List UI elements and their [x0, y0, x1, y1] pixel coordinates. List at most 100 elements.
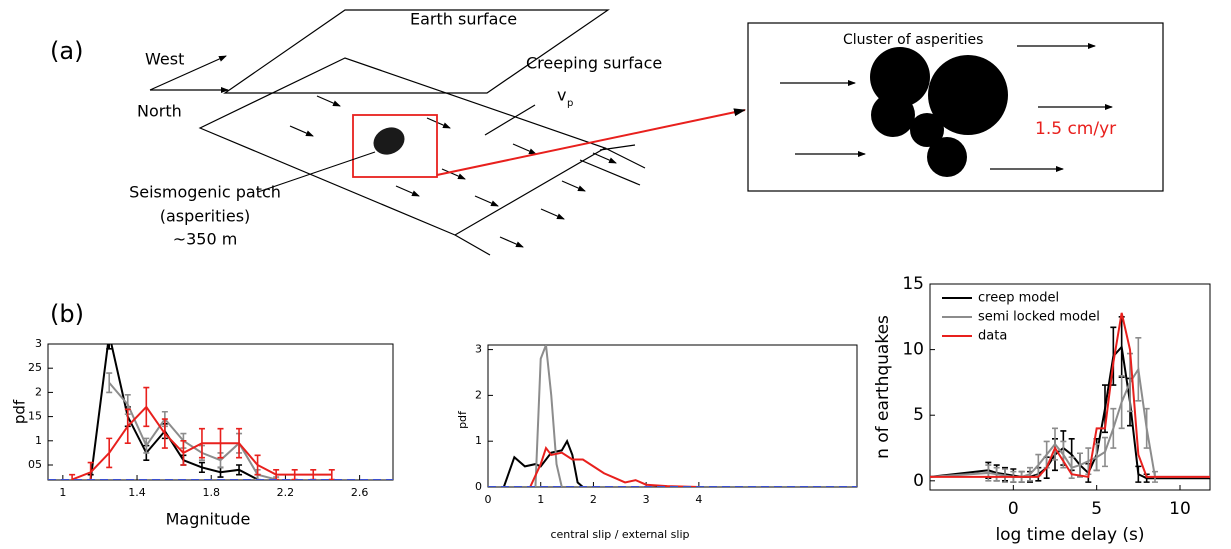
x-axis-label: Magnitude: [166, 510, 251, 529]
y-tick-label: 5: [913, 405, 924, 425]
error-bar: [1002, 468, 1008, 483]
x-tick-label: 5: [1091, 499, 1102, 519]
label: Creeping surface: [526, 54, 662, 73]
label: West: [145, 50, 184, 69]
series-line: [108, 382, 277, 480]
error-bar: [106, 437, 113, 469]
error-bar: [143, 386, 150, 428]
y-tick-label: 15: [28, 410, 42, 423]
panel-label: (a): [50, 37, 83, 65]
x-tick-label: 1: [537, 493, 544, 506]
zoom-panel: [747, 22, 1164, 192]
error-bar: [1027, 466, 1033, 482]
series-line: [930, 312, 1210, 479]
y-tick-label: 2: [475, 388, 482, 401]
x-tick-label: 10: [1169, 499, 1191, 519]
error-bar: [1118, 375, 1125, 430]
y-tick-label: 3: [35, 337, 42, 350]
label: North: [137, 102, 182, 121]
y-tick-label: 2: [35, 385, 42, 398]
label: Earth surface: [410, 10, 517, 29]
series-line: [502, 438, 584, 487]
diagram: (a) (b) Earth surface West North Creepin…: [50, 9, 1164, 328]
flow-arrows: [780, 43, 1113, 172]
series-line: [89, 344, 259, 480]
label: Cluster of asperities: [843, 32, 983, 48]
x-axis-label: log time delay (s): [995, 525, 1144, 545]
label: p: [567, 98, 573, 109]
error-bar: [1135, 465, 1142, 483]
error-bar: [161, 418, 168, 449]
label: ~350 m: [173, 230, 238, 249]
x-tick-label: 4: [695, 493, 702, 506]
y-tick-label: 3: [475, 343, 482, 356]
error-bar: [106, 372, 113, 394]
error-bar: [87, 461, 94, 480]
error-bar: [1110, 407, 1117, 449]
error-bar: [993, 466, 1000, 482]
legend-label: data: [978, 329, 1007, 344]
x-tick-label: 1.4: [128, 486, 146, 499]
zoom-arrow: [436, 108, 746, 176]
error-bar: [236, 427, 243, 459]
y-tick-label: 0: [913, 471, 924, 491]
x-tick-label: 2.6: [351, 486, 369, 499]
label: (asperities): [160, 207, 251, 226]
y-tick-label: 1: [35, 434, 42, 447]
y-axis-label: n of earthquakes: [873, 315, 893, 459]
y-tick-label: 0: [475, 480, 482, 493]
patch: [373, 127, 405, 155]
plot-area: [488, 345, 857, 487]
plot-area: [48, 344, 393, 480]
panel-label: (b): [50, 300, 84, 328]
zoom-box: [352, 114, 438, 178]
y-tick-label: 25: [28, 361, 42, 374]
error-bar: [143, 437, 150, 454]
plane-edges: [454, 144, 646, 256]
series-line: [930, 366, 1210, 478]
x-tick-label: 1.8: [202, 486, 220, 499]
error-bar: [1135, 336, 1142, 402]
plot-frame: [929, 283, 1211, 491]
y-tick-label: 10: [902, 340, 924, 360]
error-bar: [180, 439, 187, 466]
asperities: [870, 47, 1008, 177]
error-bar: [1102, 436, 1108, 468]
x-tick-label: 3: [643, 493, 650, 506]
pointer: [484, 104, 536, 136]
x-tick-label: 0: [485, 493, 492, 506]
series-line: [529, 445, 699, 487]
x-axis-label: central slip / external slip: [550, 528, 689, 541]
error-bar: [985, 464, 992, 482]
plot-area: [930, 312, 1210, 483]
x-tick-label: 2.2: [277, 486, 295, 499]
error-bar: [1143, 407, 1150, 449]
y-tick-label: 15: [902, 274, 924, 294]
plot-frame: [487, 344, 858, 488]
y-tick-label: 1: [475, 434, 482, 447]
label: v: [557, 86, 566, 105]
series-line: [930, 344, 1210, 480]
y-axis-label: pdf: [456, 410, 469, 429]
label: 1.5 cm/yr: [1035, 119, 1116, 139]
y-axis-label: pdf: [11, 399, 29, 424]
series-line: [534, 345, 563, 487]
error-bar: [328, 469, 335, 480]
error-bar: [106, 344, 113, 350]
label: Seismogenic patch: [129, 183, 281, 202]
error-bar: [124, 408, 131, 445]
slip-arrows: [289, 95, 617, 248]
error-bar: [1052, 427, 1058, 461]
earth-surface-plane: [223, 9, 610, 94]
error-bar: [198, 461, 205, 474]
creeping-plane: [198, 57, 607, 236]
pointer: [257, 151, 376, 193]
legend-label: semi locked model: [978, 310, 1100, 325]
x-tick-label: 1: [59, 486, 66, 499]
error-bar: [254, 454, 261, 476]
error-bar: [1060, 440, 1067, 469]
error-bar: [69, 473, 76, 480]
error-bar: [198, 427, 205, 459]
legend-label: creep model: [978, 291, 1059, 306]
